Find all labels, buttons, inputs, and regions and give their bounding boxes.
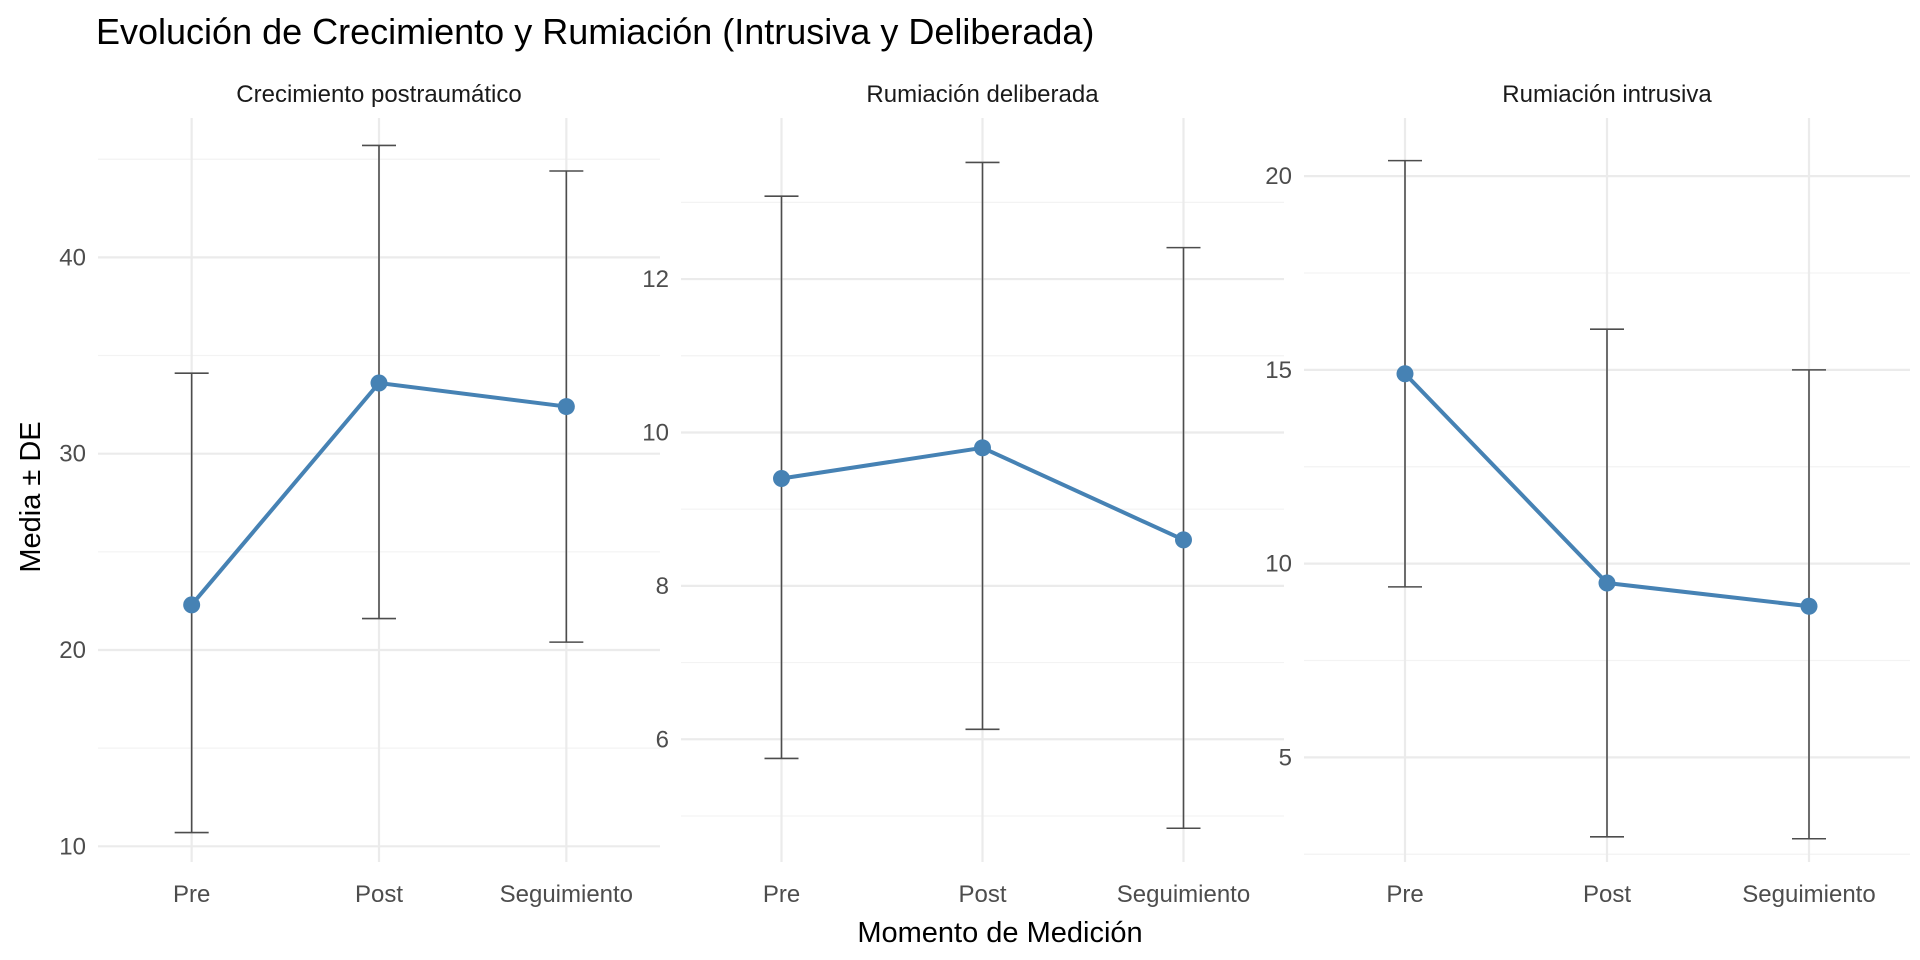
x-tick-label: Pre bbox=[763, 881, 800, 908]
y-tick-label: 20 bbox=[1265, 163, 1292, 190]
mean-point bbox=[183, 596, 201, 614]
y-tick-label: 15 bbox=[1265, 357, 1292, 384]
x-tick-label: Pre bbox=[1386, 881, 1423, 908]
mean-point bbox=[773, 469, 790, 487]
y-tick-label: 40 bbox=[59, 244, 86, 271]
chart-title: Evolución de Crecimiento y Rumiación (In… bbox=[96, 11, 1094, 52]
mean-point bbox=[370, 374, 388, 392]
x-tick-label: Seguimiento bbox=[500, 881, 633, 908]
y-tick-label: 20 bbox=[59, 637, 86, 664]
x-tick-label: Post bbox=[1583, 881, 1631, 908]
mean-point bbox=[1175, 531, 1192, 549]
mean-point bbox=[557, 398, 575, 416]
y-tick-label: 8 bbox=[656, 573, 669, 600]
panel-title: Crecimiento postraumático bbox=[236, 81, 521, 108]
y-tick-label: 10 bbox=[59, 833, 86, 860]
x-tick-label: Post bbox=[958, 881, 1006, 908]
panel-title: Rumiación deliberada bbox=[866, 81, 1099, 108]
x-tick-label: Post bbox=[355, 881, 403, 908]
x-tick-label: Seguimiento bbox=[1742, 881, 1875, 908]
y-tick-label: 30 bbox=[59, 441, 86, 468]
panel-2: Rumiación intrusiva 5 10 15 20 Pre Post Seguimi… bbox=[1265, 81, 1910, 908]
y-tick-label: 6 bbox=[656, 726, 669, 753]
y-tick-label: 5 bbox=[1279, 744, 1292, 771]
mean-point bbox=[1396, 365, 1414, 383]
x-axis-title: Momento de Medición bbox=[857, 917, 1142, 949]
mean-point bbox=[1598, 574, 1616, 592]
panel-title: Rumiación intrusiva bbox=[1502, 81, 1712, 108]
x-tick-label: Pre bbox=[173, 881, 210, 908]
mean-point bbox=[974, 439, 991, 457]
x-tick-label: Seguimiento bbox=[1117, 881, 1250, 908]
panels: Crecimiento postraumático 10 20 30 40 Pre Post… bbox=[59, 81, 1910, 908]
y-tick-label: 10 bbox=[1265, 551, 1292, 578]
y-axis-title: Media ± DE bbox=[15, 421, 47, 572]
panel-1: Rumiación deliberada 6 8 10 12 Pre Post Seguimi… bbox=[642, 81, 1284, 908]
y-tick-label: 10 bbox=[642, 419, 669, 446]
mean-point bbox=[1800, 597, 1818, 615]
panel-0: Crecimiento postraumático 10 20 30 40 Pre Post… bbox=[59, 81, 660, 908]
y-tick-label: 12 bbox=[642, 266, 669, 293]
